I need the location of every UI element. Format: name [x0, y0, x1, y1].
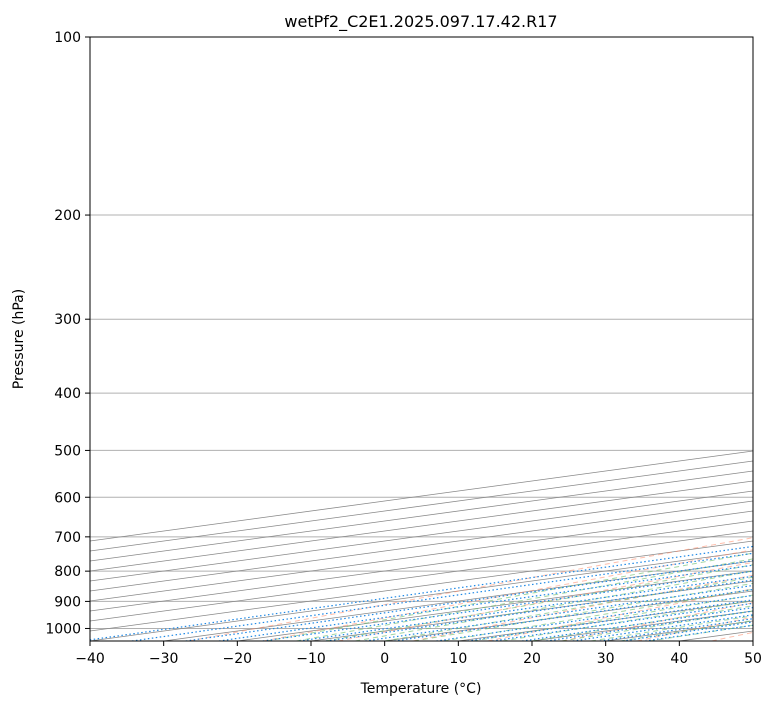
- x-tick-label: 0: [380, 651, 389, 667]
- moist-adiabat: [649, 624, 753, 641]
- y-tick-label: 600: [54, 490, 81, 506]
- y-tick-label: 700: [54, 530, 81, 546]
- moist-adiabat: [355, 570, 753, 641]
- dry-adiabat: [338, 561, 753, 641]
- mixing-ratio-line: [185, 560, 753, 641]
- y-tick-label: 900: [54, 594, 81, 610]
- isotherm-line: [90, 540, 753, 632]
- x-tick-label: 50: [744, 651, 762, 667]
- x-tick-label: 10: [449, 651, 467, 667]
- isotherm-line: [531, 610, 753, 641]
- x-axis: −40 −30 −20 −10 0 10 20 30 40 50: [75, 641, 762, 667]
- moist-adiabat: [296, 558, 753, 641]
- isotherm-line: [90, 460, 753, 552]
- y-axis: 1000 900 800 700 600 500 400 300 200 100: [45, 30, 90, 637]
- dry-adiabat: [562, 602, 753, 641]
- moist-adiabat: [561, 610, 753, 641]
- mixing-ratio-line: [90, 545, 753, 641]
- isotherm-line: [752, 640, 753, 641]
- mixing-ratio-line: [492, 602, 753, 641]
- isotherm-line: [90, 510, 753, 602]
- y-tick-label: 300: [54, 312, 81, 328]
- isotherm-line: [90, 450, 753, 542]
- isotherm-line: [90, 470, 753, 562]
- dry-adiabat: [188, 537, 753, 641]
- mixing-ratio-line: [467, 599, 753, 641]
- x-axis-label: Temperature (°C): [360, 681, 482, 697]
- isotherm-line: [90, 520, 753, 612]
- dry-adiabat: [263, 549, 753, 641]
- isotherm-line: [310, 580, 753, 641]
- mixing-ratio-line: [436, 594, 753, 641]
- isotherm-line: [384, 590, 753, 641]
- y-tick-label: 100: [54, 30, 81, 46]
- dry-adiabat: [636, 616, 753, 641]
- moist-adiabat: [384, 576, 753, 641]
- mixing-ratio-line: [546, 610, 753, 641]
- x-tick-label: −20: [223, 651, 253, 667]
- moist-adiabat: [266, 552, 753, 641]
- y-tick-label: 400: [54, 386, 81, 402]
- x-tick-label: 30: [597, 651, 615, 667]
- x-tick-label: −10: [296, 651, 326, 667]
- mixing-ratio-line: [522, 606, 753, 641]
- isotherm-line: [90, 500, 753, 592]
- x-tick-label: −40: [75, 651, 105, 667]
- background-lines: [90, 37, 753, 641]
- x-tick-label: 40: [670, 651, 688, 667]
- dry-adiabat: [711, 631, 753, 641]
- y-tick-label: 1000: [45, 621, 81, 637]
- plot-frame: [89, 36, 754, 642]
- moist-adiabat: [531, 605, 753, 641]
- isotherm-line: [605, 620, 753, 641]
- x-tick-label: 20: [523, 651, 541, 667]
- isotherm-line: [90, 550, 753, 641]
- moist-adiabat: [473, 594, 753, 641]
- mixing-ratio-line: [326, 579, 753, 641]
- moist-adiabat: [502, 600, 753, 641]
- y-tick-label: 200: [54, 208, 81, 224]
- y-tick-label: 500: [54, 443, 81, 459]
- isotherm-line: [90, 480, 753, 572]
- mixing-ratio-line: [394, 588, 753, 641]
- isotherm-line: [90, 490, 753, 582]
- isotherm-line: [679, 630, 753, 641]
- y-axis-label: Pressure (hPa): [11, 289, 27, 389]
- y-tick-label: 800: [54, 564, 81, 580]
- chart-title: wetPf2_C2E1.2025.097.17.42.R17: [284, 12, 557, 32]
- isotherm-line: [90, 530, 753, 622]
- moist-adiabat: [325, 564, 753, 641]
- dry-adiabat: [487, 588, 753, 641]
- moist-adiabat: [443, 588, 753, 641]
- x-tick-label: −30: [149, 651, 179, 667]
